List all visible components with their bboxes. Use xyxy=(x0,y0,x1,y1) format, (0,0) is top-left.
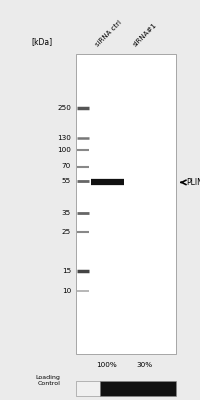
Bar xyxy=(100,381,176,396)
Text: 100: 100 xyxy=(57,147,71,153)
Text: 100%: 100% xyxy=(97,362,117,368)
Text: 130: 130 xyxy=(57,135,71,141)
Text: 35: 35 xyxy=(62,210,71,216)
Text: 25: 25 xyxy=(62,228,71,234)
Text: 10: 10 xyxy=(62,288,71,294)
Text: 15: 15 xyxy=(62,268,71,274)
Text: Loading
Control: Loading Control xyxy=(35,375,60,386)
Text: siRNA ctrl: siRNA ctrl xyxy=(95,20,123,48)
Text: 70: 70 xyxy=(62,164,71,170)
Text: [kDa]: [kDa] xyxy=(31,38,52,46)
Text: siRNA#1: siRNA#1 xyxy=(132,22,158,48)
Text: PLIN3: PLIN3 xyxy=(186,178,200,187)
Bar xyxy=(76,381,100,396)
Text: 30%: 30% xyxy=(136,362,152,368)
Text: 55: 55 xyxy=(62,178,71,184)
Text: 250: 250 xyxy=(57,105,71,111)
Bar xyxy=(76,54,176,354)
